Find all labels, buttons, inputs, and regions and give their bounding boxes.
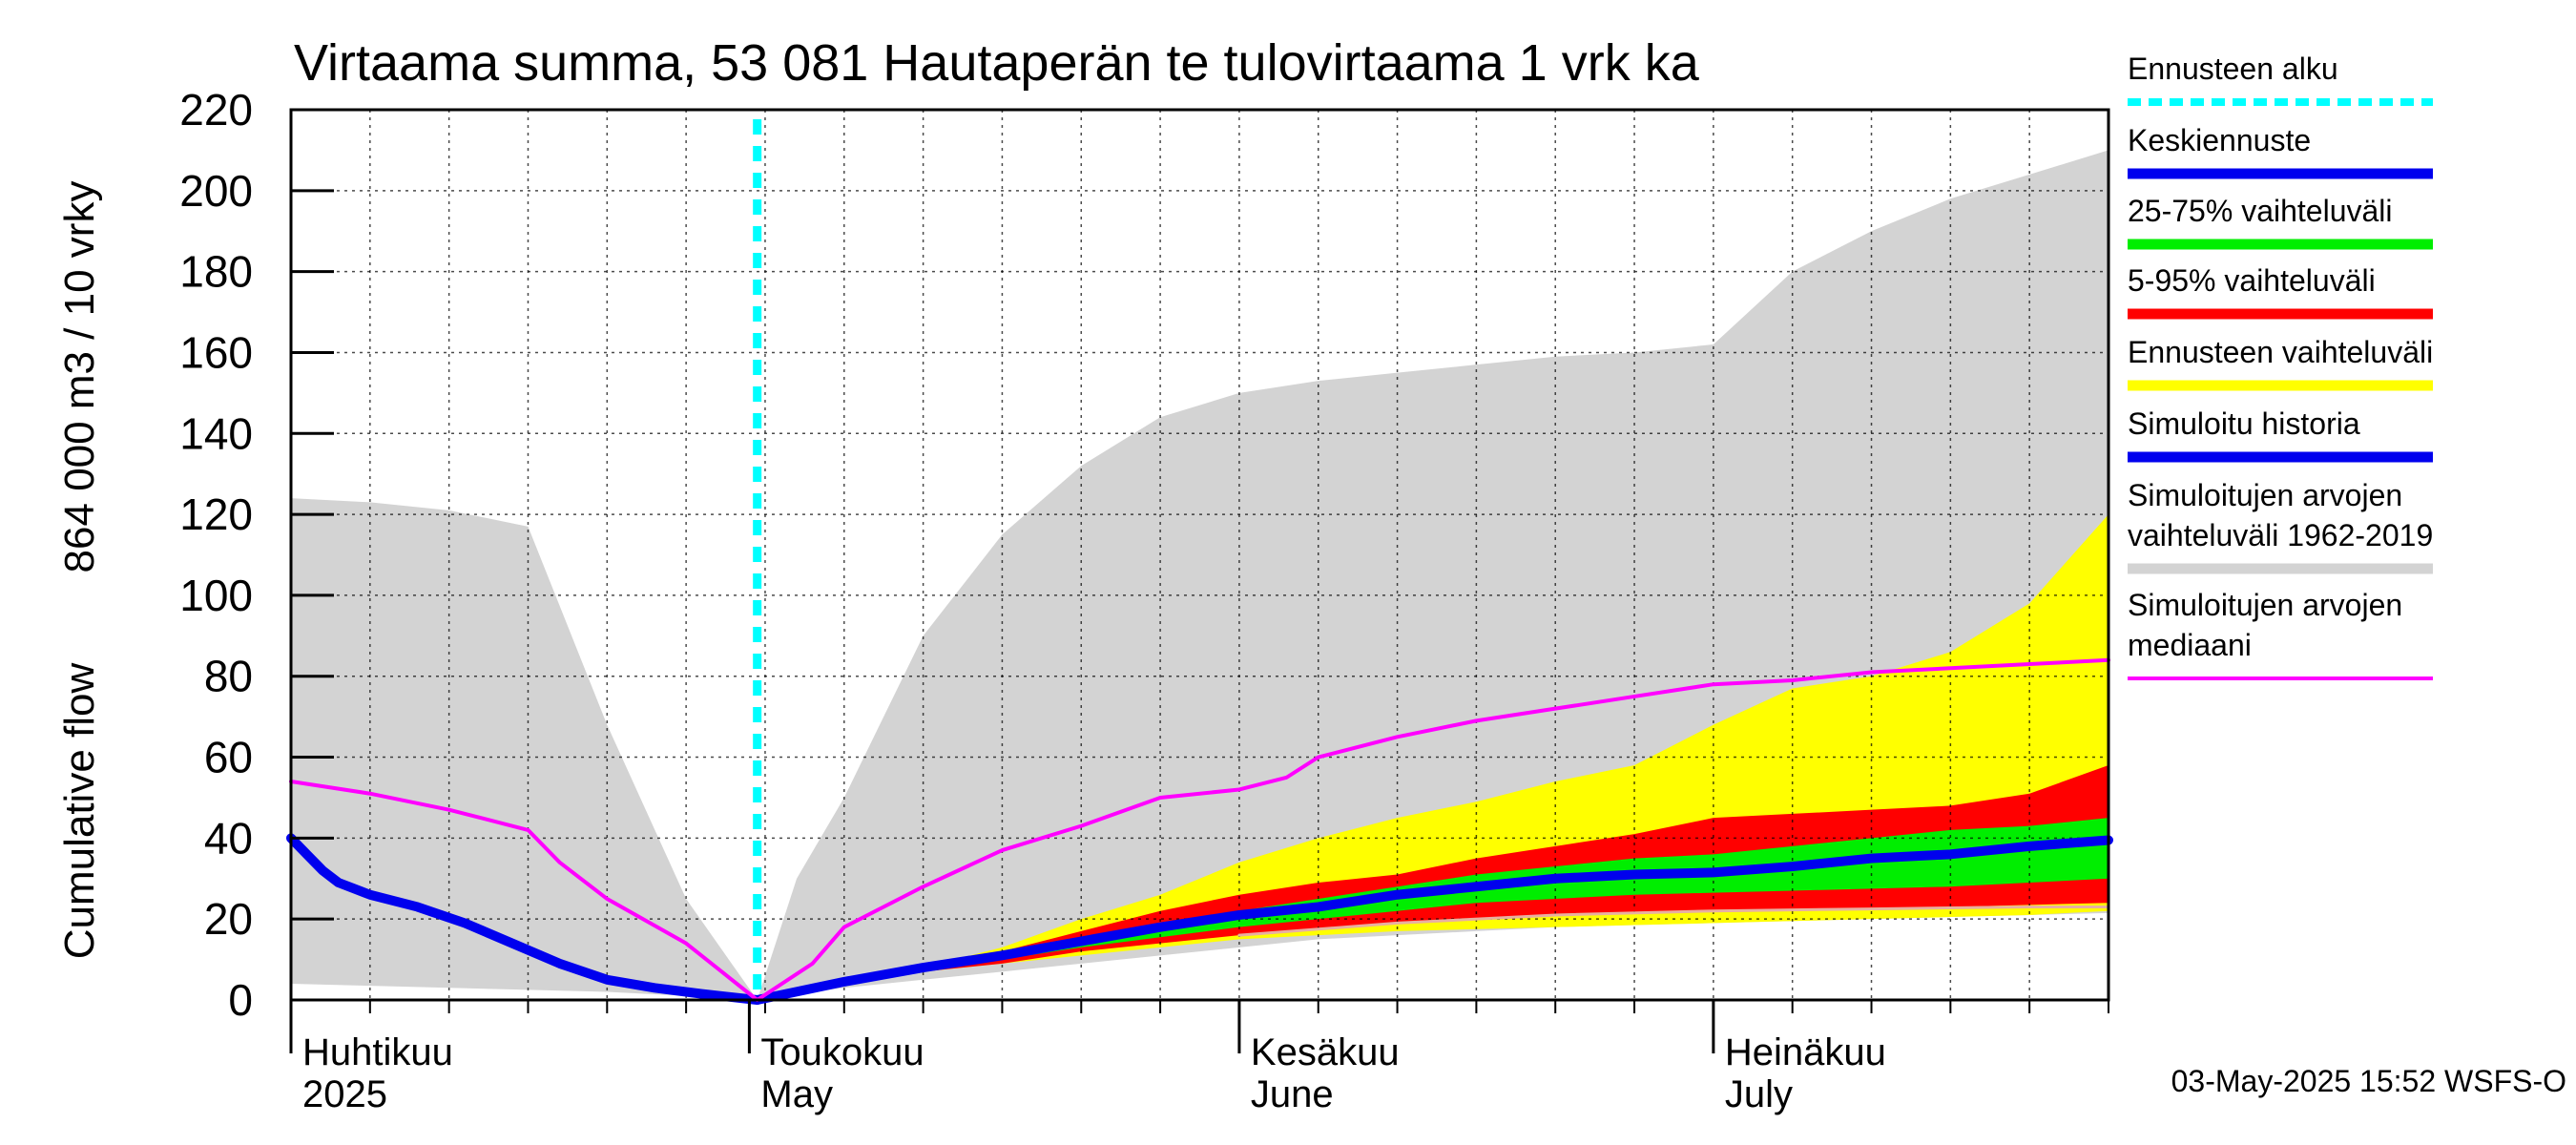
legend-label-6-1: vaihteluväli 1962-2019 xyxy=(2128,518,2433,552)
y-tick-label-2: 40 xyxy=(204,813,253,863)
month-label-2: Kesäkuu xyxy=(1251,1031,1400,1073)
y-axis-label-line2: 864 000 m3 / 10 vrky xyxy=(56,181,103,573)
legend-label-4: Ennusteen vaihteluväli xyxy=(2128,335,2433,369)
series-line-4 xyxy=(752,835,2113,1005)
legend-label-7-1: mediaani xyxy=(2128,628,2252,662)
y-tick-label-8: 160 xyxy=(179,327,253,377)
series-line-6 xyxy=(289,657,2110,1002)
month-label-0: Huhtikuu xyxy=(302,1031,453,1073)
grid-layer xyxy=(290,109,2109,1013)
y-ticks: 0 20 40 60 80 100 120 140 160 180 200 220 xyxy=(179,85,334,1025)
series-line-7 xyxy=(1237,905,2110,937)
axes-layer xyxy=(289,108,2110,1002)
y-tick-label-0: 0 xyxy=(228,975,253,1025)
y-tick-label-7: 140 xyxy=(179,408,253,458)
chart-title: Virtaama summa, 53 081 Hautaperän te tul… xyxy=(294,34,1700,92)
series-line-5 xyxy=(286,833,762,1005)
y-tick-label-11: 220 xyxy=(179,85,253,135)
legend: Ennusteen alku Keskiennuste 25-75% vaihtel… xyxy=(2128,52,2433,680)
month-sublabel-0: 2025 xyxy=(302,1073,387,1115)
legend-label-5: Simuloitu historia xyxy=(2128,406,2360,441)
legend-label-0: Ennusteen alku xyxy=(2128,52,2338,86)
month-sublabel-2: June xyxy=(1251,1073,1334,1115)
legend-label-6-0: Simuloitujen arvojen xyxy=(2128,478,2402,512)
bands-layer xyxy=(291,150,2109,1001)
plot-frame xyxy=(289,108,2110,1002)
footer-timestamp: 03-May-2025 15:52 WSFS-O xyxy=(2171,1064,2566,1098)
month-label-1: Toukokuu xyxy=(760,1031,924,1073)
month-label-3: Heinäkuu xyxy=(1725,1031,1886,1073)
legend-label-3: 5-95% vaihteluväli xyxy=(2128,263,2376,298)
legend-label-1: Keskiennuste xyxy=(2128,123,2311,157)
y-tick-label-1: 20 xyxy=(204,894,253,944)
y-tick-label-6: 120 xyxy=(179,489,253,539)
legend-label-2: 25-75% vaihteluväli xyxy=(2128,194,2393,228)
y-tick-label-9: 180 xyxy=(179,247,253,297)
y-axis-label-line1: Cumulative flow xyxy=(56,663,103,960)
lines-layer xyxy=(286,657,2113,1005)
y-tick-label-5: 100 xyxy=(179,571,253,620)
month-sublabel-1: May xyxy=(760,1073,833,1115)
y-tick-label-10: 200 xyxy=(179,166,253,216)
legend-label-7-0: Simuloitujen arvojen xyxy=(2128,588,2402,622)
month-sublabel-3: July xyxy=(1725,1073,1793,1115)
y-tick-label-4: 80 xyxy=(204,652,253,701)
y-tick-label-3: 60 xyxy=(204,733,253,782)
